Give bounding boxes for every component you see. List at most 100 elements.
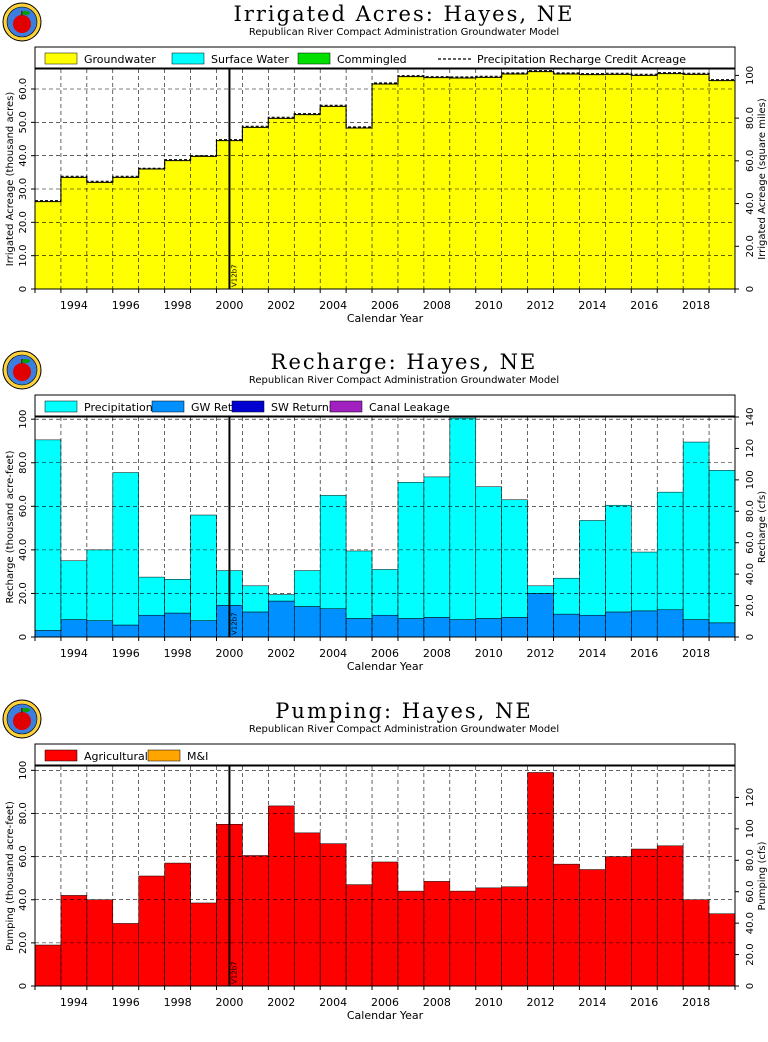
y-tick-label: 100	[18, 410, 29, 429]
y-axis-label: Recharge (thousand acre-feet)	[5, 450, 16, 603]
legend-label: Agricultural	[84, 750, 148, 763]
legend-swatch	[44, 400, 78, 413]
y2-tick-label: 60.0	[745, 150, 756, 172]
x-tick-label: 2018	[682, 996, 710, 1009]
bar-segment	[579, 614, 606, 638]
bar-segment	[397, 618, 425, 638]
x-tick-label: 2018	[682, 299, 710, 312]
legend-label: Surface Water	[211, 53, 289, 66]
area-segment	[346, 128, 373, 289]
marker-label: V12b7	[230, 612, 238, 635]
y2-tick-label: 20.0	[745, 235, 756, 257]
x-tick-label: 2014	[578, 996, 606, 1009]
bar-segment	[34, 439, 62, 631]
x-tick-label: 2002	[267, 996, 295, 1009]
bar-segment	[423, 881, 451, 987]
plot-frame	[34, 416, 736, 638]
legend-label: M&I	[187, 750, 208, 763]
bar-segment	[708, 913, 736, 987]
area-segment	[320, 106, 347, 289]
y-axis-label: Irrigated Acreage (thousand acres)	[5, 92, 16, 267]
x-tick-label: 2012	[527, 996, 555, 1009]
legend-swatch	[147, 749, 181, 762]
pumping-panel: Pumping: Hayes, NE Republican River Comp…	[0, 697, 768, 1042]
area-segment	[138, 169, 165, 289]
x-axis-label: Calendar Year	[347, 1009, 424, 1022]
x-tick-label: 2014	[578, 299, 606, 312]
y-tick-label: 0	[18, 286, 29, 292]
y2-tick-label: 60.0	[745, 532, 756, 554]
y2-axis-label: Recharge (cfs)	[757, 491, 768, 563]
x-tick-label: 1998	[164, 996, 192, 1009]
x-tick-label: 1998	[164, 647, 192, 660]
legend-label: Groundwater	[84, 53, 156, 66]
x-tick-label: 2000	[215, 299, 243, 312]
bar-segment	[475, 887, 502, 987]
chart-title: Recharge: Hayes, NE	[270, 350, 538, 374]
x-tick-label: 2004	[319, 299, 347, 312]
bar-segment	[190, 514, 217, 621]
y2-tick-label: 60.0	[745, 881, 756, 903]
x-tick-label: 2014	[578, 647, 606, 660]
irrigated-acres-chart: V12b7 Groundwater Surface Water Commingled P…	[5, 46, 768, 325]
apple-logo-icon	[2, 699, 42, 739]
bar-segment	[527, 585, 554, 594]
bar-segment	[60, 560, 88, 620]
x-tick-label: 2018	[682, 647, 710, 660]
x-tick-label: 2006	[371, 996, 399, 1009]
y2-tick-label: 80.0	[745, 849, 756, 871]
legend-label: SW Returns	[271, 401, 335, 414]
bar-segment	[371, 614, 399, 638]
bar-segment	[371, 861, 399, 987]
x-tick-label: 2010	[475, 299, 503, 312]
chart-subtitle: Republican River Compact Administration …	[248, 375, 560, 386]
y-tick-label: 80.0	[18, 802, 29, 824]
bar-segment	[423, 617, 451, 638]
bar-segment	[34, 944, 62, 987]
bar-segment	[60, 619, 88, 638]
legend-label: Canal Leakage	[369, 401, 450, 414]
x-tick-label: 2016	[630, 996, 658, 1009]
area-segment	[397, 76, 424, 290]
chart-title: Irrigated Acres: Hayes, NE	[233, 2, 575, 26]
bar-segment	[268, 600, 295, 638]
bar-segment	[164, 862, 191, 987]
area-segment	[372, 84, 398, 289]
area-segment	[164, 160, 191, 289]
y2-tick-label: 20.0	[745, 943, 756, 965]
y2-tick-label: 40.0	[745, 192, 756, 214]
legend-frame	[34, 743, 736, 766]
recharge-panel: Recharge: Hayes, NE Republican River Com…	[0, 348, 768, 693]
x-tick-label: 2010	[475, 647, 503, 660]
bar-segment	[708, 470, 736, 624]
bar-segment	[345, 550, 373, 619]
bar-segment	[605, 504, 632, 613]
area-segment	[553, 74, 580, 289]
y2-tick-label: 80.0	[745, 500, 756, 522]
y-tick-label: 100	[18, 761, 29, 780]
bar-segment	[579, 869, 606, 987]
bar-segment	[294, 570, 321, 607]
legend-label: Precipitation	[84, 401, 153, 414]
y-tick-label: 0	[18, 983, 29, 989]
y2-tick-label: 20.0	[745, 594, 756, 616]
bar-segment	[656, 845, 684, 987]
legend-swatch	[44, 52, 78, 65]
bar-segment	[345, 618, 373, 638]
area-segment	[268, 118, 295, 289]
plot-frame	[34, 765, 736, 987]
bar-segment	[112, 472, 139, 626]
bar-segment	[527, 593, 554, 638]
area-segment	[501, 74, 528, 289]
y2-axis-label: Pumping (cfs)	[757, 841, 768, 910]
bar-segment	[371, 569, 399, 616]
x-tick-label: 2004	[319, 647, 347, 660]
bar-segment	[682, 441, 710, 620]
x-tick-label: 2004	[319, 996, 347, 1009]
y2-tick-label: 100	[745, 470, 756, 489]
bar-segment	[319, 608, 347, 638]
bar-segment	[631, 551, 658, 612]
y-axis-label: Pumping (thousand acre-feet)	[5, 801, 16, 951]
x-tick-label: 1996	[112, 647, 140, 660]
